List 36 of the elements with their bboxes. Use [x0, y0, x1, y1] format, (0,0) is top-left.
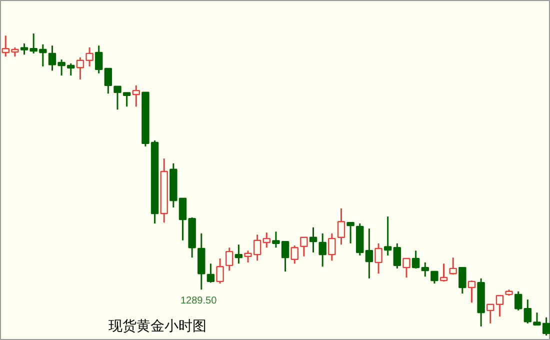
candlestick: [421, 262, 429, 278]
candlestick: [346, 222, 354, 244]
candlestick: [468, 280, 476, 304]
candlestick: [309, 226, 318, 254]
candlestick: [430, 270, 438, 284]
candlestick: [374, 242, 382, 274]
candlestick: [328, 232, 336, 262]
candlestick: [440, 262, 448, 282]
candlestick: [402, 258, 410, 278]
candlestick: [114, 86, 122, 110]
candlestick: [67, 62, 75, 76]
candlestick: [225, 246, 234, 272]
candlestick: [449, 256, 457, 276]
candlestick: [318, 232, 326, 268]
candlestick: [514, 290, 522, 312]
candlestick: [365, 228, 374, 280]
candlestick: [486, 304, 494, 324]
candlestick: [132, 84, 140, 108]
candlestick: [337, 208, 346, 246]
candlestick: [104, 68, 112, 94]
candlestick: [496, 294, 504, 318]
candlestick: [234, 244, 243, 264]
candlestick: [290, 244, 298, 264]
candlestick: [216, 258, 224, 284]
text: 现货黄金小时图: [108, 318, 206, 334]
candlestick: [384, 216, 392, 256]
candlestick: [300, 236, 308, 258]
candlestick: [412, 250, 420, 270]
candlestick: [458, 266, 466, 294]
candlestick: [262, 232, 271, 248]
candlestick: [94, 44, 103, 74]
candlestick: [393, 242, 402, 270]
candlestick: [524, 298, 532, 324]
candlestick: [122, 92, 131, 108]
annotation: 1289.50: [180, 296, 218, 306]
candlestick: [206, 262, 215, 284]
